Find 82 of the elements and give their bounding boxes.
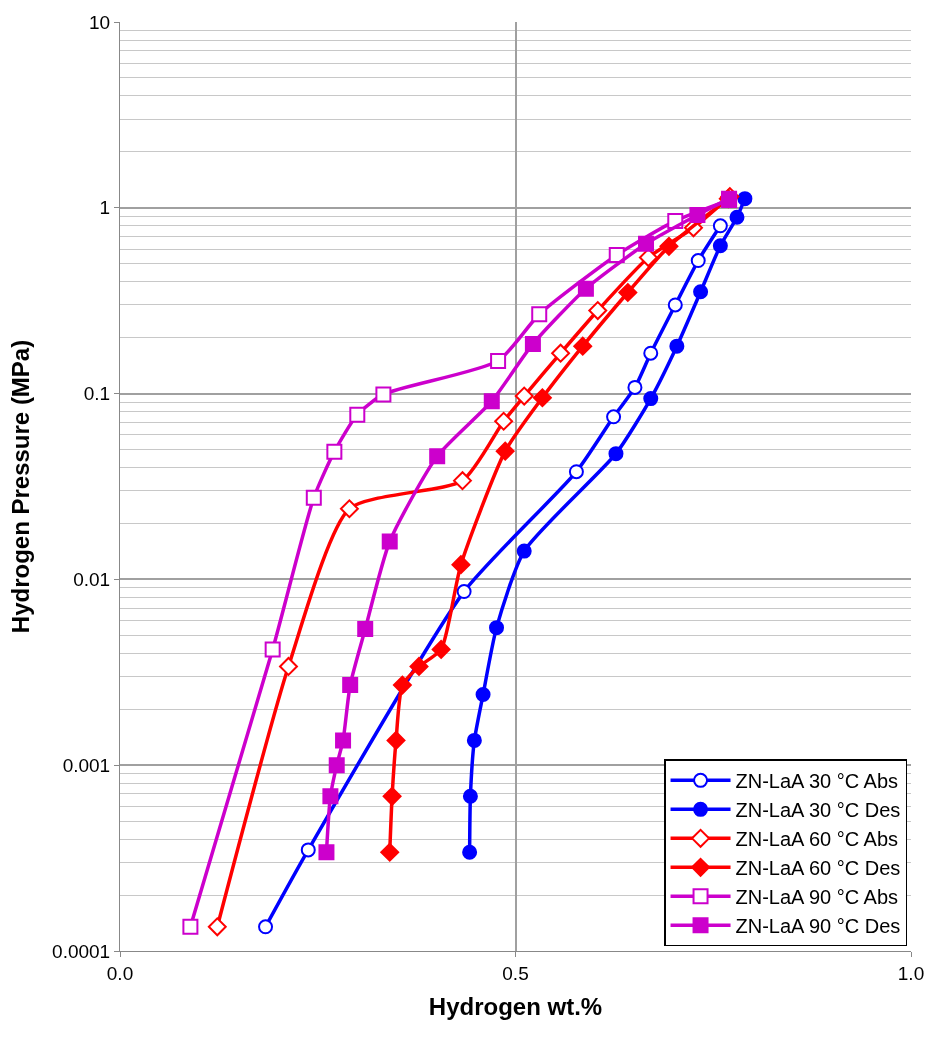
point	[659, 236, 679, 256]
y-tick-label: 0.1	[83, 383, 111, 405]
point	[495, 441, 515, 461]
y-tick-label: 1	[99, 197, 111, 219]
point	[451, 555, 471, 575]
point	[643, 345, 659, 361]
y-axis-title: Hydrogen Pressure (MPa)	[7, 339, 35, 634]
point	[693, 284, 709, 300]
point	[608, 446, 624, 462]
point	[381, 533, 398, 550]
point	[638, 235, 655, 252]
point	[606, 409, 622, 425]
point	[516, 543, 532, 559]
legend-label: ZN-LaA 90 °C Abs	[735, 886, 899, 909]
x-tick-label: 0.0	[106, 962, 134, 984]
x-tick-label: 1.0	[897, 962, 925, 984]
point	[531, 306, 548, 323]
point	[279, 657, 298, 676]
x-axis-title: Hydrogen wt.%	[428, 993, 603, 1021]
point	[643, 391, 659, 407]
point	[322, 788, 339, 805]
point	[712, 218, 728, 234]
point	[667, 297, 683, 313]
point	[386, 730, 406, 750]
point	[490, 352, 507, 369]
y-tick-label: 0.0001	[52, 940, 111, 962]
point	[456, 584, 472, 600]
point	[207, 917, 227, 937]
legend-label: ZN-LaA 90 °C Des	[735, 915, 901, 938]
y-tick-label: 10	[89, 11, 111, 33]
point	[690, 253, 706, 269]
point	[409, 657, 429, 676]
y-tick-label: 0.01	[73, 569, 111, 591]
point	[264, 641, 281, 658]
point	[349, 406, 366, 423]
point	[608, 247, 625, 264]
point	[382, 786, 402, 806]
point	[627, 379, 643, 395]
point	[392, 675, 412, 695]
point	[375, 386, 392, 403]
point	[466, 732, 482, 748]
point	[339, 499, 359, 519]
point	[712, 238, 728, 254]
point	[588, 301, 608, 320]
point	[462, 844, 478, 860]
point	[380, 842, 400, 862]
point	[462, 788, 478, 804]
point	[573, 336, 593, 356]
legend-label: ZN-LaA 30 °C Des	[735, 799, 901, 822]
point	[453, 471, 472, 491]
point	[551, 343, 571, 363]
legend-label: ZN-LaA 60 °C Des	[735, 857, 901, 880]
legend-label: ZN-LaA 30 °C Abs	[735, 770, 899, 793]
point	[335, 732, 352, 749]
point	[431, 639, 451, 659]
point	[737, 191, 753, 207]
point	[689, 206, 706, 223]
point	[489, 620, 505, 636]
point	[483, 393, 500, 410]
point	[318, 844, 335, 861]
point	[494, 411, 514, 431]
point	[326, 443, 343, 460]
y-tick-label: 0.001	[62, 754, 111, 776]
legend-label: ZN-LaA 60 °C Abs	[735, 828, 899, 851]
point	[328, 757, 345, 774]
point	[475, 687, 491, 703]
point	[618, 283, 638, 302]
point	[300, 842, 316, 858]
point	[669, 338, 685, 354]
point	[514, 386, 534, 406]
point	[729, 209, 745, 225]
point	[182, 918, 199, 935]
x-tick-label: 0.5	[502, 962, 529, 984]
point	[568, 464, 584, 480]
point	[342, 677, 359, 694]
point	[258, 919, 274, 935]
point	[532, 388, 552, 408]
point	[524, 335, 541, 352]
point	[305, 489, 322, 506]
point	[357, 621, 374, 638]
point	[577, 280, 594, 297]
point	[429, 448, 446, 465]
